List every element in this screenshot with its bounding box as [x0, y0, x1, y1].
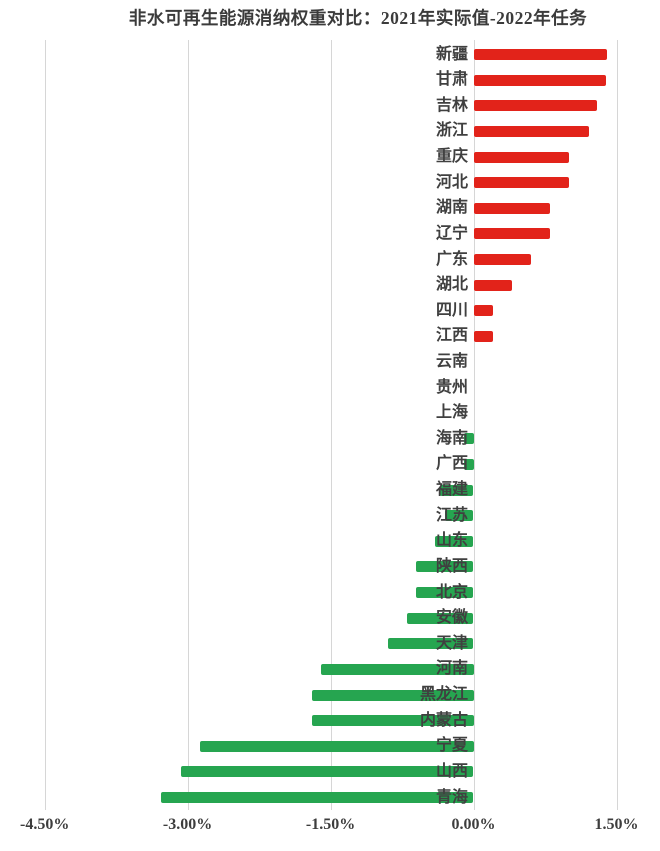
category-label: 重庆	[435, 148, 468, 165]
bar	[473, 330, 493, 342]
bar	[440, 484, 474, 496]
category-label: 河北	[435, 173, 468, 191]
bar	[321, 663, 474, 675]
gridline	[473, 40, 475, 810]
category-label: 海南	[435, 429, 468, 447]
category-label: 宁夏	[435, 737, 468, 755]
category-label: 内蒙古	[419, 711, 468, 729]
category-label: 四川	[435, 301, 468, 319]
category-label: 河南	[435, 660, 468, 678]
bar	[473, 49, 607, 60]
category-label: 湖南	[435, 199, 468, 217]
category-label: 天津	[435, 634, 468, 652]
category-label: 北京	[435, 583, 468, 601]
x-axis-tick-label: -4.50%	[20, 816, 70, 833]
category-label: 甘肃	[435, 71, 468, 89]
bar	[180, 766, 474, 778]
category-label: 广东	[435, 250, 468, 268]
category-label: 吉林	[435, 96, 468, 114]
bar	[416, 561, 474, 573]
bar	[387, 638, 474, 650]
category-label: 安徽	[435, 609, 468, 627]
bar	[311, 715, 474, 727]
category-label: 福建	[435, 481, 468, 498]
category-label: 江苏	[435, 506, 468, 524]
x-axis-tick-label: 0.00%	[451, 816, 496, 833]
gridline	[330, 40, 332, 810]
bar	[200, 740, 474, 752]
bar	[444, 510, 474, 522]
bar	[311, 689, 474, 701]
chart-title: 非水可再生能源消纳权重对比：2021年实际值-2022年任务	[128, 8, 588, 28]
category-label: 浙江	[435, 122, 468, 140]
bar	[473, 254, 531, 265]
bar	[473, 100, 598, 112]
x-axis-tick-label: -1.50%	[305, 816, 356, 833]
x-axis-tick-label: 1.50%	[594, 816, 639, 833]
category-label: 上海	[435, 404, 468, 422]
bar	[473, 177, 569, 189]
category-label: 新疆	[435, 45, 468, 63]
gridline	[616, 40, 618, 810]
category-label: 广西	[435, 455, 468, 473]
category-label: 云南	[435, 352, 468, 370]
gridline	[44, 40, 46, 810]
category-label: 山西	[435, 762, 468, 780]
bar	[464, 433, 474, 445]
bar	[473, 202, 550, 214]
category-label: 山东	[435, 532, 468, 550]
category-label: 陕西	[435, 557, 468, 575]
category-label: 青海	[435, 788, 468, 806]
x-axis-tick-label: -3.00%	[162, 816, 213, 833]
bar	[473, 151, 569, 163]
bar	[473, 228, 550, 240]
bar	[416, 587, 474, 598]
category-label: 辽宁	[435, 224, 468, 242]
bar	[473, 125, 589, 137]
bar	[435, 535, 474, 547]
category-label: 贵州	[435, 378, 468, 396]
gridline	[187, 40, 189, 810]
category-label: 黑龙江	[419, 686, 468, 703]
bar	[160, 792, 474, 803]
category-label: 江西	[435, 327, 468, 345]
bar	[473, 74, 606, 86]
bar	[406, 612, 474, 624]
bar	[464, 458, 474, 470]
category-label: 湖北	[435, 276, 468, 294]
bar	[473, 279, 512, 291]
bar	[473, 305, 493, 317]
